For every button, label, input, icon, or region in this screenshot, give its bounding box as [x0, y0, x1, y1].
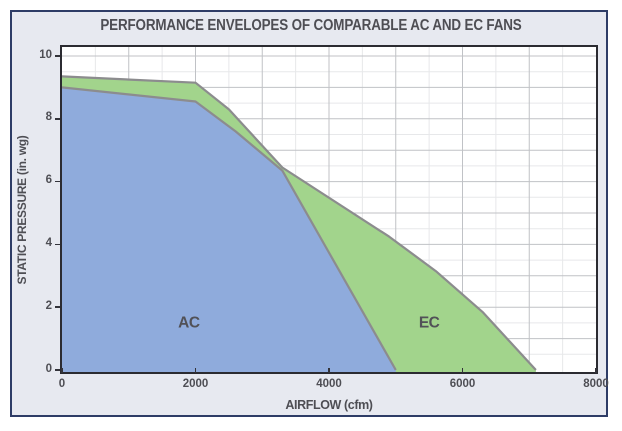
- y-tick-mark: [55, 118, 60, 120]
- x-tick-mark: [461, 368, 464, 373]
- x-tick-mark: [61, 368, 63, 373]
- x-tick-label: 6000: [449, 378, 476, 390]
- series-label-ac: AC: [178, 315, 200, 332]
- y-tick-mark: [55, 369, 60, 371]
- chart-title: PERFORMANCE ENVELOPES OF COMPARABLE AC A…: [100, 17, 522, 34]
- x-tick-mark: [595, 368, 597, 373]
- chart-svg: EC AC: [60, 45, 598, 374]
- y-tick-mark: [55, 180, 60, 183]
- y-tick-label: 4: [45, 236, 52, 249]
- y-tick-mark: [55, 243, 60, 246]
- x-tick-mark: [328, 368, 330, 373]
- y-tick-label: 6: [45, 174, 52, 187]
- y-tick-label: 8: [45, 111, 52, 124]
- y-tick-label: 10: [39, 48, 52, 61]
- envelope-curve-ec: [61, 75, 537, 371]
- y-tick-label: 0: [45, 362, 52, 375]
- x-tick-label: 8000: [583, 378, 609, 390]
- envelope-curve-ac: [61, 86, 397, 371]
- y-tick-label: 2: [45, 299, 52, 312]
- x-axis-title: AIRFLOW (cfm): [285, 398, 373, 412]
- x-tick-label: 0: [58, 378, 66, 390]
- envelope-area-ac: [62, 87, 396, 373]
- x-tick-label: 2000: [182, 378, 209, 390]
- y-tick-mark: [55, 306, 60, 308]
- plot-border: [60, 45, 598, 374]
- y-tick-mark: [55, 55, 60, 57]
- y-axis-title: STATIC PRESSURE (in. wg): [15, 135, 29, 285]
- series-label-ec: EC: [419, 315, 440, 332]
- x-tick-mark: [194, 368, 197, 373]
- x-tick-label: 4000: [316, 378, 342, 390]
